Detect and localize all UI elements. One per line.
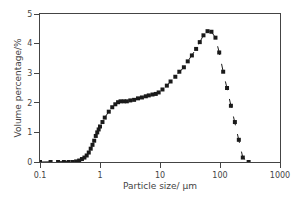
svg-text:5: 5 — [27, 10, 32, 19]
svg-text:2: 2 — [27, 99, 32, 108]
svg-text:1: 1 — [27, 128, 32, 137]
svg-text:100: 100 — [212, 171, 227, 180]
svg-text:0: 0 — [27, 158, 32, 167]
svg-text:Volume percentage/%: Volume percentage/% — [13, 38, 23, 138]
svg-text:10: 10 — [155, 171, 165, 180]
svg-text:1000: 1000 — [270, 171, 290, 180]
svg-text:0.1: 0.1 — [34, 171, 47, 180]
svg-text:Particle size/ μm: Particle size/ μm — [123, 181, 197, 191]
svg-text:1: 1 — [97, 171, 102, 180]
svg-text:3: 3 — [27, 69, 32, 78]
svg-text:4: 4 — [27, 39, 32, 48]
